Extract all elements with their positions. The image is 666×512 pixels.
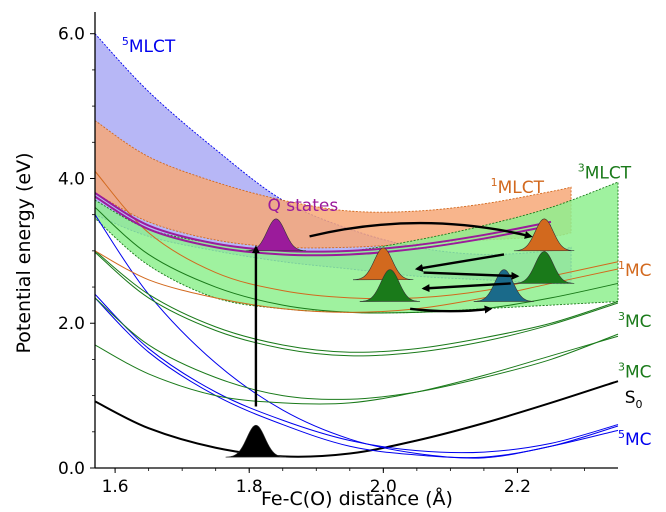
y-tick-label: 2.0 <box>58 314 85 334</box>
state-label: 3MC <box>618 361 652 383</box>
wavepacket <box>513 218 575 252</box>
wavepacket <box>225 424 286 458</box>
state-label: 1MLCT <box>491 176 545 198</box>
state-label: 5MLCT <box>122 35 176 57</box>
curve-3MC-a <box>94 250 619 353</box>
band-1MLCT <box>94 119 572 249</box>
curve-5MC-b <box>94 297 619 459</box>
curve-Q-b <box>94 195 552 257</box>
transition-arrow <box>309 221 533 239</box>
x-tick-label: 2.0 <box>370 477 397 497</box>
y-tick-label: 6.0 <box>58 25 85 45</box>
q-states-label: Q states <box>267 196 338 216</box>
curve-3MC-c <box>94 297 619 400</box>
transition-arrow <box>409 305 493 314</box>
y-tick-label: 4.0 <box>58 169 85 189</box>
transition-arrow <box>423 271 520 280</box>
x-axis-title: Fe-C(O) distance (Å) <box>261 487 453 510</box>
x-tick-label: 1.6 <box>102 477 129 497</box>
transition-arrow <box>414 253 505 272</box>
wavepacket <box>473 269 535 302</box>
state-label: S0 <box>625 388 643 411</box>
curve-3MC-b <box>94 251 619 357</box>
x-tick-label: 2.2 <box>504 477 531 497</box>
curve-Q-a <box>94 192 552 253</box>
state-label: 3MC <box>618 310 652 332</box>
curve-3MC-d <box>94 335 619 405</box>
plot-layer: Q states 3MLCT 1MLCT 5MLCT 1MC 3MC 3MC S0 5MC <box>94 32 652 459</box>
x-tick-label: 1.8 <box>236 477 263 497</box>
curve-S0 <box>94 380 619 458</box>
y-tick-label: 0.0 <box>58 459 85 479</box>
wavepacket <box>513 251 575 284</box>
state-label: 5MC <box>618 428 652 450</box>
curve-1MC-b <box>94 250 619 313</box>
state-label: 1MC <box>618 259 652 281</box>
wavepacket <box>359 269 421 302</box>
state-label: 3MLCT <box>578 161 632 183</box>
axes-layer: 1.6 1.8 2.0 2.2 0.0 2.0 4.0 6.0 <box>58 12 618 497</box>
y-axis-title: Potential energy (eV) <box>13 152 35 353</box>
wavepacket <box>353 247 414 281</box>
curve-5MC-c <box>94 293 619 454</box>
transition-arrow <box>421 282 511 293</box>
